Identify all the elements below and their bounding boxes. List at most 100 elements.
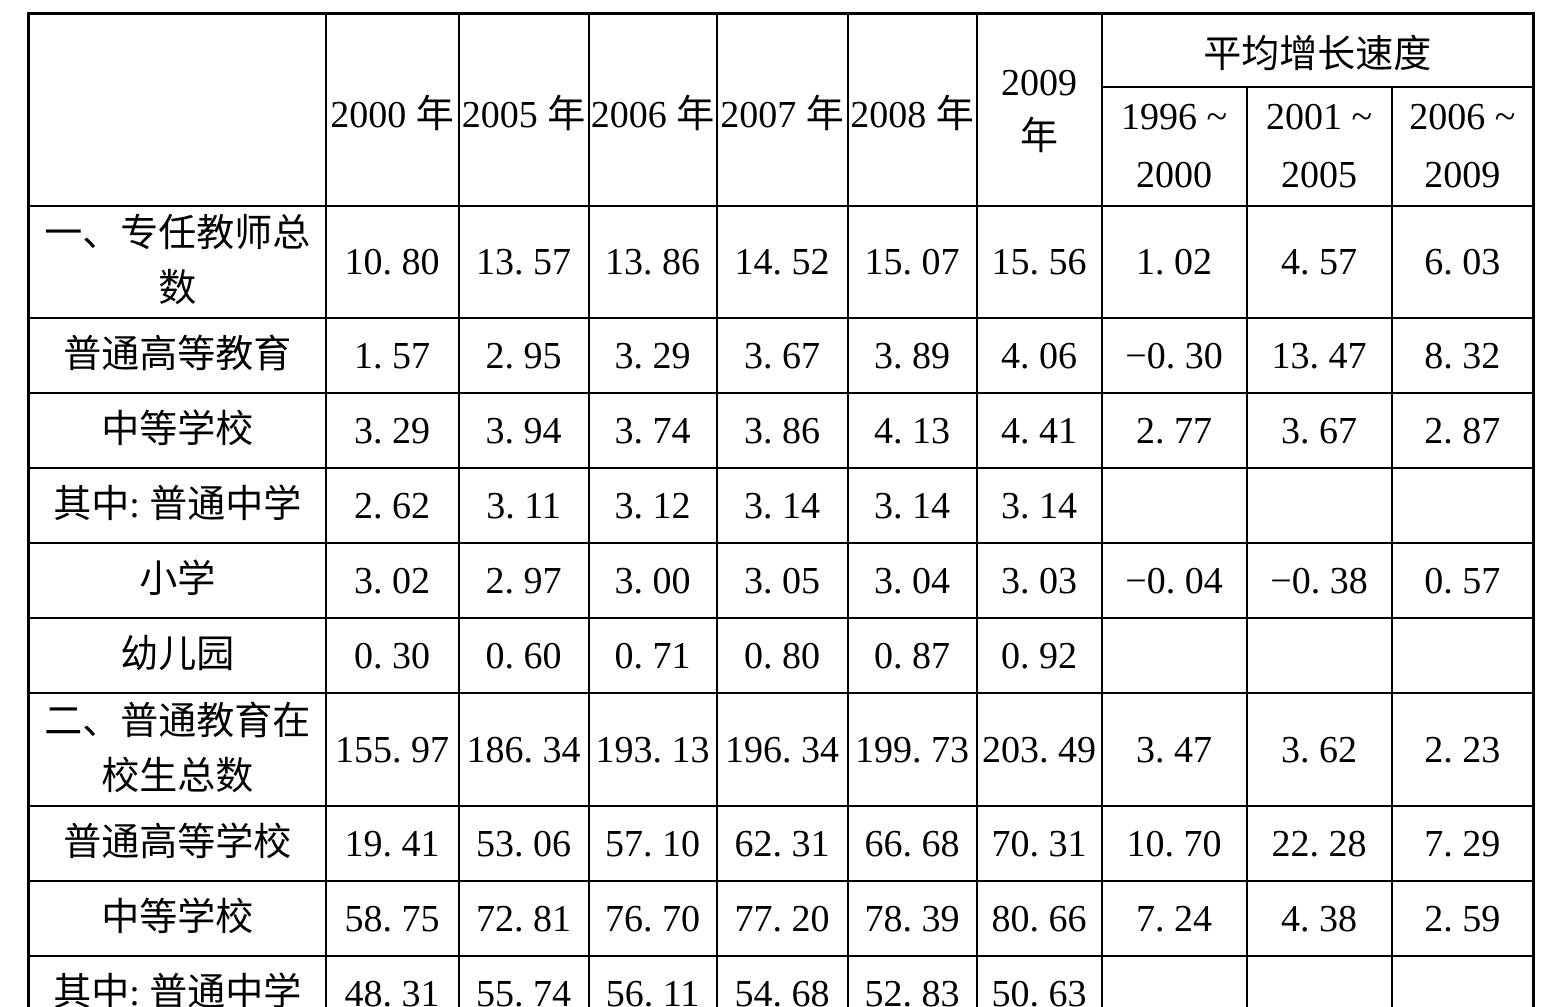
cell: 0. 71 bbox=[587, 617, 718, 695]
cell: 3. 29 bbox=[324, 392, 460, 470]
cell: 57. 10 bbox=[587, 805, 718, 883]
cell: 2. 87 bbox=[1390, 392, 1535, 470]
cell: 3. 47 bbox=[1100, 692, 1248, 808]
cell: 7. 24 bbox=[1100, 880, 1248, 958]
cell: 76. 70 bbox=[587, 880, 718, 958]
cell: 53. 06 bbox=[457, 805, 590, 883]
cell: 3. 12 bbox=[587, 467, 718, 545]
cell: 50. 63 bbox=[975, 955, 1103, 1007]
cell: 78. 39 bbox=[846, 880, 978, 958]
cell: 3. 62 bbox=[1245, 692, 1393, 808]
cell bbox=[1100, 617, 1248, 695]
cell: 66. 68 bbox=[846, 805, 978, 883]
table-row-regular-middle-schools-students: 其中: 普通中学 48. 31 55. 74 56. 11 54. 68 52.… bbox=[27, 955, 1535, 1007]
cell: 13. 47 bbox=[1245, 317, 1393, 395]
row-label: 普通高等教育 bbox=[27, 317, 327, 395]
year-header-2007: 2007 年 bbox=[715, 12, 849, 208]
cell: 22. 28 bbox=[1245, 805, 1393, 883]
cell: 3. 03 bbox=[975, 542, 1103, 620]
cell: 2. 23 bbox=[1390, 692, 1535, 808]
year-header-2005: 2005 年 bbox=[457, 12, 590, 208]
cell: 19. 41 bbox=[324, 805, 460, 883]
cell: 4. 13 bbox=[846, 392, 978, 470]
table-row-students-total: 二、普通教育在校生总数 155. 97 186. 34 193. 13 196.… bbox=[27, 692, 1535, 808]
cell: 3. 05 bbox=[715, 542, 849, 620]
cell bbox=[1245, 467, 1393, 545]
cell: 7. 29 bbox=[1390, 805, 1535, 883]
cell: 4. 57 bbox=[1245, 205, 1393, 320]
cell: 14. 52 bbox=[715, 205, 849, 320]
education-statistics-table: 2000 年 2005 年 2006 年 2007 年 2008 年 2009 … bbox=[27, 12, 1536, 1007]
table-row-kindergartens: 幼儿园 0. 30 0. 60 0. 71 0. 80 0. 87 0. 92 bbox=[27, 617, 1535, 695]
row-label: 二、普通教育在校生总数 bbox=[27, 692, 327, 808]
row-label: 其中: 普通中学 bbox=[27, 955, 327, 1007]
growth-header-2006-2009: 2006 ~ 2009 bbox=[1390, 85, 1535, 208]
cell: 1. 57 bbox=[324, 317, 460, 395]
cell: 77. 20 bbox=[715, 880, 849, 958]
year-header-2006: 2006 年 bbox=[587, 12, 718, 208]
cell: 196. 34 bbox=[715, 692, 849, 808]
cell: −0. 30 bbox=[1100, 317, 1248, 395]
cell: 58. 75 bbox=[324, 880, 460, 958]
cell: 3. 67 bbox=[715, 317, 849, 395]
cell: 3. 94 bbox=[457, 392, 590, 470]
corner-cell bbox=[27, 12, 327, 208]
cell: 0. 57 bbox=[1390, 542, 1535, 620]
table-row-secondary-schools-students: 中等学校 58. 75 72. 81 76. 70 77. 20 78. 39 … bbox=[27, 880, 1535, 958]
cell: 3. 02 bbox=[324, 542, 460, 620]
cell bbox=[1100, 955, 1248, 1007]
cell: 8. 32 bbox=[1390, 317, 1535, 395]
table-row-higher-education: 普通高等教育 1. 57 2. 95 3. 29 3. 67 3. 89 4. … bbox=[27, 317, 1535, 395]
cell: 56. 11 bbox=[587, 955, 718, 1007]
row-label: 普通高等学校 bbox=[27, 805, 327, 883]
row-label: 其中: 普通中学 bbox=[27, 467, 327, 545]
row-label: 中等学校 bbox=[27, 880, 327, 958]
cell bbox=[1245, 955, 1393, 1007]
cell: 10. 70 bbox=[1100, 805, 1248, 883]
cell: 72. 81 bbox=[457, 880, 590, 958]
cell: 199. 73 bbox=[846, 692, 978, 808]
cell: 48. 31 bbox=[324, 955, 460, 1007]
cell: 186. 34 bbox=[457, 692, 590, 808]
table-row-regular-middle-schools: 其中: 普通中学 2. 62 3. 11 3. 12 3. 14 3. 14 3… bbox=[27, 467, 1535, 545]
cell: 1. 02 bbox=[1100, 205, 1248, 320]
cell bbox=[1245, 617, 1393, 695]
cell: 15. 07 bbox=[846, 205, 978, 320]
cell: 62. 31 bbox=[715, 805, 849, 883]
cell: 55. 74 bbox=[457, 955, 590, 1007]
cell: 70. 31 bbox=[975, 805, 1103, 883]
cell: 4. 38 bbox=[1245, 880, 1393, 958]
cell: 2. 77 bbox=[1100, 392, 1248, 470]
cell: 0. 30 bbox=[324, 617, 460, 695]
cell bbox=[1100, 467, 1248, 545]
cell: 3. 14 bbox=[846, 467, 978, 545]
cell: 2. 59 bbox=[1390, 880, 1535, 958]
cell: 203. 49 bbox=[975, 692, 1103, 808]
table-row-teachers-total: 一、专任教师总数 10. 80 13. 57 13. 86 14. 52 15.… bbox=[27, 205, 1535, 320]
row-label: 一、专任教师总数 bbox=[27, 205, 327, 320]
cell: 0. 87 bbox=[846, 617, 978, 695]
cell bbox=[1390, 617, 1535, 695]
cell: 6. 03 bbox=[1390, 205, 1535, 320]
cell: 3. 11 bbox=[457, 467, 590, 545]
cell: 0. 92 bbox=[975, 617, 1103, 695]
cell bbox=[1390, 467, 1535, 545]
cell: −0. 38 bbox=[1245, 542, 1393, 620]
growth-header-2001-2005: 2001 ~ 2005 bbox=[1245, 85, 1393, 208]
cell bbox=[1390, 955, 1535, 1007]
cell: 54. 68 bbox=[715, 955, 849, 1007]
cell: 2. 62 bbox=[324, 467, 460, 545]
cell: 0. 60 bbox=[457, 617, 590, 695]
cell: 3. 67 bbox=[1245, 392, 1393, 470]
cell: 52. 83 bbox=[846, 955, 978, 1007]
cell: −0. 04 bbox=[1100, 542, 1248, 620]
cell: 2. 95 bbox=[457, 317, 590, 395]
table-row-regular-higher-schools: 普通高等学校 19. 41 53. 06 57. 10 62. 31 66. 6… bbox=[27, 805, 1535, 883]
cell: 3. 74 bbox=[587, 392, 718, 470]
year-header-2000: 2000 年 bbox=[324, 12, 460, 208]
cell: 193. 13 bbox=[587, 692, 718, 808]
cell: 3. 04 bbox=[846, 542, 978, 620]
cell: 2. 97 bbox=[457, 542, 590, 620]
cell: 4. 41 bbox=[975, 392, 1103, 470]
